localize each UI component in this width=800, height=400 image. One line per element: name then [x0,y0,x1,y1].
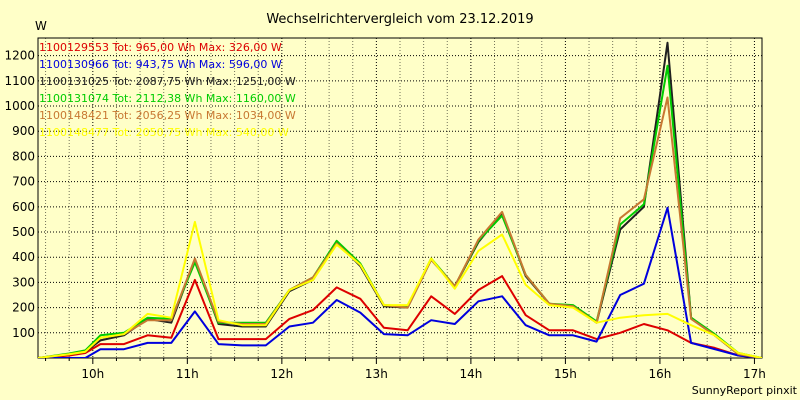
x-tick-label: 17h [743,367,766,381]
y-tick-label: 900 [12,124,35,138]
grid [38,38,762,358]
series-line-1100148421 [38,96,762,358]
x-tick-label: 12h [270,367,293,381]
legend-entry: 1100148421 Tot: 2056,25 Wh Max: 1034,00 … [39,109,296,122]
series-lines [38,41,762,358]
y-tick-label: 500 [12,225,35,239]
legend-entry: 1100131074 Tot: 2112,38 Wh Max: 1160,00 … [39,92,296,105]
y-tick-label: 400 [12,250,35,264]
y-tick-label: 1200 [4,49,35,63]
x-tick-label: 11h [176,367,199,381]
y-tick-label: 600 [12,200,35,214]
footer-credit: SunnyReport pinxit [692,384,798,397]
y-ticks: 100 200 300 400 500 600 700 800 900 1000 1100 1200 [4,49,35,340]
chart-title: Wechselrichtervergleich vom 23.12.2019 [266,12,533,27]
x-tick-label: 13h [365,367,388,381]
y-tick-label: 200 [12,301,35,315]
legend-entry: 1100129553 Tot: 965,00 Wh Max: 326,00 W [39,41,282,54]
x-tick-label: 15h [554,367,577,381]
y-tick-label: 1100 [4,74,35,88]
x-ticks: 10h 11h 12h 13h 14h 15h 16h 17h [45,358,766,381]
y-tick-label: 100 [12,326,35,340]
legend-entry: 1100131025 Tot: 2087,75 Wh Max: 1251,00 … [39,75,296,88]
y-tick-label: 700 [12,175,35,189]
series-line-1100148477 [38,220,762,358]
x-tick-label: 10h [81,367,104,381]
series-line-1100129553 [38,275,762,358]
y-axis-label: W [35,19,47,33]
legend: 1100129553 Tot: 965,00 Wh Max: 326,00 W 1… [39,41,296,139]
legend-entry: 1100130966 Tot: 943,75 Wh Max: 596,00 W [39,58,282,71]
x-tick-label: 16h [648,367,671,381]
y-tick-label: 800 [12,149,35,163]
legend-entry: 1100148477 Tot: 2050,75 Wh Max: 540,00 W [39,126,289,139]
series-line-1100130966 [38,206,762,358]
y-tick-label: 300 [12,275,35,289]
x-tick-label: 14h [459,367,482,381]
y-tick-label: 1000 [4,99,35,113]
